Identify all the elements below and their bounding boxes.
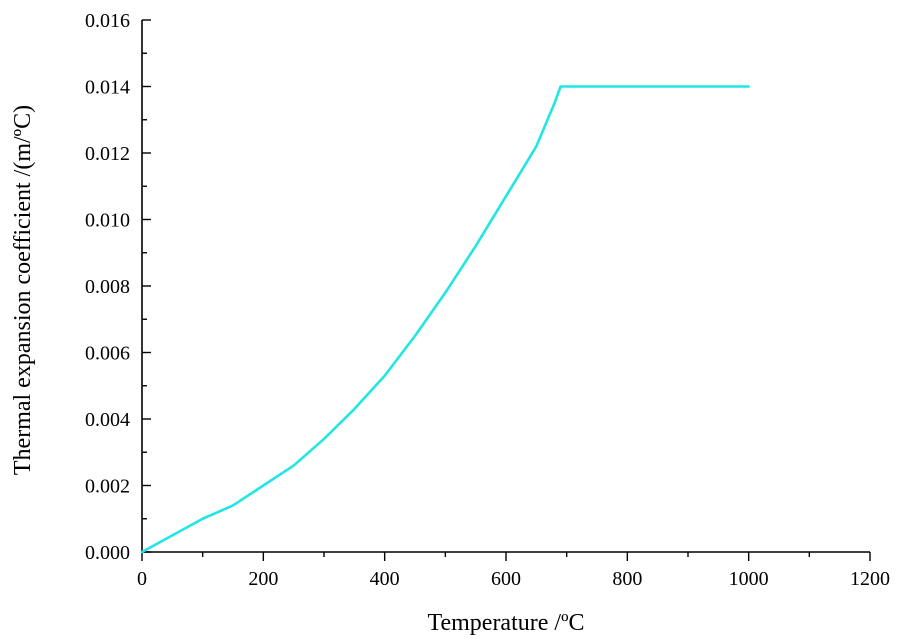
y-tick-label: 0.002 <box>85 476 130 498</box>
series-line <box>140 85 750 554</box>
y-tick-label: 0.016 <box>85 10 130 32</box>
x-tick-label: 1200 <box>850 568 890 590</box>
x-tick-label: 800 <box>612 568 642 590</box>
y-tick-label: 0.008 <box>85 276 130 298</box>
x-tick-label: 600 <box>491 568 521 590</box>
x-tick-label: 400 <box>370 568 400 590</box>
y-tick-label: 0.012 <box>85 143 130 165</box>
axes <box>141 20 870 553</box>
y-tick-label: 0.000 <box>85 542 130 564</box>
x-tick-label: 1000 <box>729 568 769 590</box>
y-tick-label: 0.014 <box>85 77 130 99</box>
series-group <box>140 85 750 554</box>
y-tick-label: 0.006 <box>85 343 130 365</box>
x-axis-title: Temperature /ºC <box>427 610 584 636</box>
x-tick-label: 0 <box>137 568 147 590</box>
y-tick-label: 0.010 <box>85 210 130 232</box>
y-axis-title: Thermal expansion coefficient /(m/ºC) <box>10 105 36 475</box>
ticks: 0 200 400 600 800 1000 1200 0.000 0.002 0.004 0.00… <box>85 10 890 590</box>
x-tick-label: 200 <box>248 568 278 590</box>
y-tick-label: 0.004 <box>85 409 130 431</box>
